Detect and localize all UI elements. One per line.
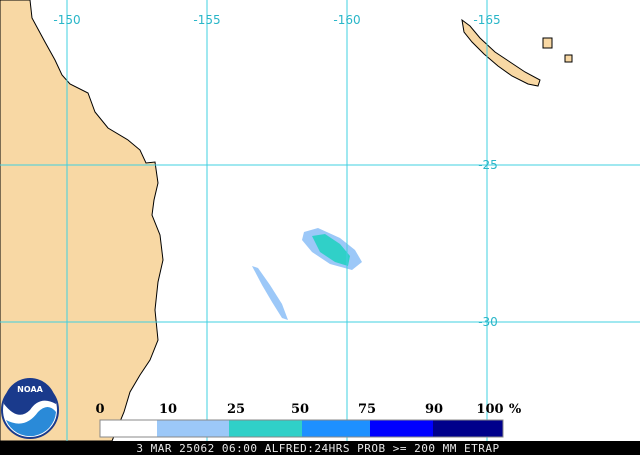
legend-label: 25: [227, 402, 245, 417]
grid: [0, 0, 640, 441]
legend-label: 50: [291, 402, 309, 417]
new-caledonia: [461, 18, 541, 87]
logo-bottom: [6, 407, 56, 437]
probability-10-25: [252, 266, 288, 320]
longitude-label: -150: [53, 13, 80, 27]
legend-label: 0: [95, 402, 104, 417]
legend-swatch: [157, 420, 229, 437]
legend-label: 10: [159, 402, 177, 417]
longitude-label: -155: [193, 13, 220, 27]
logo-text: NOAA: [17, 385, 43, 394]
legend-swatch: [100, 420, 157, 437]
latitude-label: -30: [478, 315, 498, 329]
legend-swatch: [370, 420, 433, 437]
probability-25-50: [312, 234, 350, 266]
legend-unit: %: [509, 402, 522, 417]
caption: 3 MAR 25062 06:00 ALFRED:24HRS PROB >= 2…: [136, 442, 499, 455]
longitude-label: -165: [473, 13, 500, 27]
legend-frame: [99, 419, 504, 438]
latitude-label: -25: [478, 158, 498, 172]
logo-top: [4, 378, 56, 415]
legend-label: 90: [425, 402, 443, 417]
legend-swatch: [229, 420, 302, 437]
caption-bar: [0, 441, 640, 455]
noaa-logo: NOAA: [1, 378, 59, 439]
legend-swatch: [302, 420, 370, 437]
island: [542, 37, 553, 49]
legend: 0 10 25 50 75 90 100 %: [95, 402, 522, 438]
longitude-label: -160: [333, 13, 360, 27]
legend-label: 100: [476, 402, 503, 417]
legend-swatch: [433, 420, 503, 437]
australia-land: [0, 0, 164, 442]
island: [564, 54, 573, 63]
legend-label: 75: [358, 402, 376, 417]
